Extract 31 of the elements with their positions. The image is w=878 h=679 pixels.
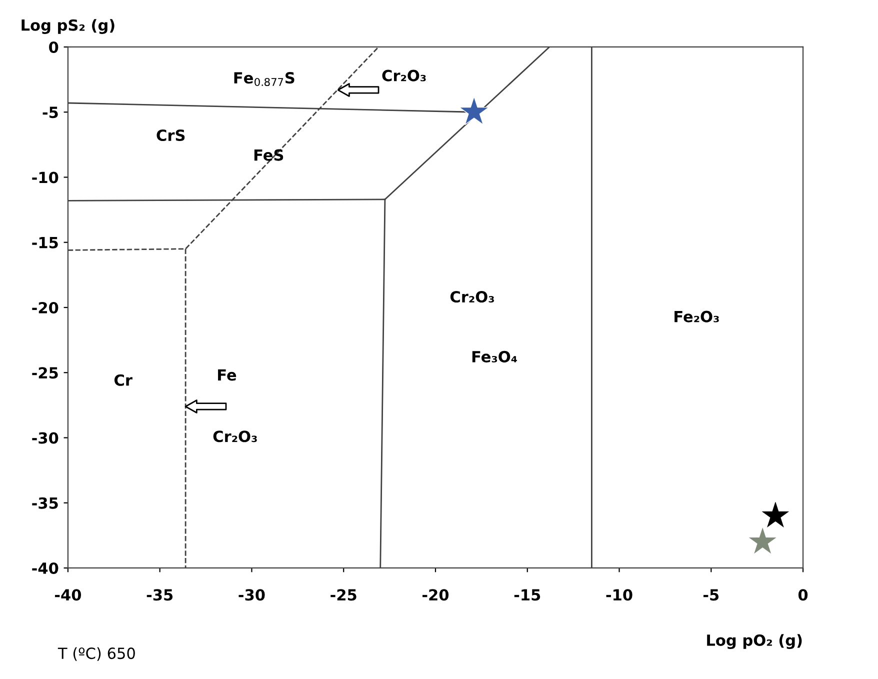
annotation: Fe$_{0.877}$S [234,72,294,86]
text: T (ºC) 650 [58,647,135,661]
x-tick-label: -25 [330,589,356,601]
x-tick-label: -10 [606,589,632,601]
annotation: CrS [156,129,185,142]
y-tick-label: -35 [32,497,58,509]
x-tick-label: -30 [238,589,265,601]
y-tick-label: -30 [32,432,58,444]
y-tick-label: -10 [32,172,58,184]
x-tick-label: -40 [54,589,82,601]
y-tick-label: -25 [32,367,58,379]
y-axis-title: Log pS₂ (g) [22,19,114,34]
y-tick-label: 0 [49,41,58,54]
y-tick-label: -5 [42,106,58,118]
y-tick-label: -40 [32,562,58,574]
y-tick-label: -15 [32,237,58,248]
y-tick-label: -20 [32,302,58,314]
annotation: Cr₂O₃ [213,430,257,442]
annotation: Fe₂O₃ [674,310,719,322]
x-tick-label: -20 [422,589,449,601]
x-tick-label: 0 [798,589,808,601]
annotation: Fe₃O₄ [472,350,517,362]
annotation: Fe [218,369,236,381]
x-tick-label: -15 [514,589,540,601]
annotation: Cr [114,374,132,386]
x-tick-label: -35 [146,589,173,601]
x-tick-label: -5 [703,589,719,601]
annotation: Cr₂O₃ [382,70,426,82]
annotation: Cr₂O₃ [450,290,494,303]
x-axis-title: Log pO₂ (g) [707,634,802,650]
annotation: FeS [254,149,284,161]
